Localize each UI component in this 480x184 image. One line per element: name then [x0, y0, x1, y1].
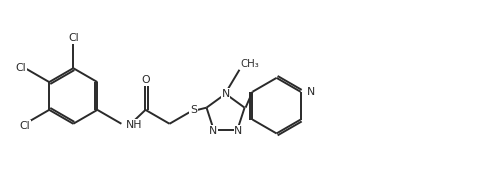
- Text: N: N: [306, 87, 314, 97]
- Text: O: O: [141, 75, 149, 85]
- Text: CH₃: CH₃: [240, 59, 259, 69]
- Text: Cl: Cl: [68, 33, 78, 43]
- Text: N: N: [234, 126, 242, 136]
- Text: N: N: [208, 126, 216, 136]
- Text: N: N: [221, 89, 229, 99]
- Text: Cl: Cl: [16, 63, 26, 73]
- Text: S: S: [190, 105, 197, 115]
- Text: Cl: Cl: [20, 121, 30, 131]
- Text: NH: NH: [126, 120, 143, 130]
